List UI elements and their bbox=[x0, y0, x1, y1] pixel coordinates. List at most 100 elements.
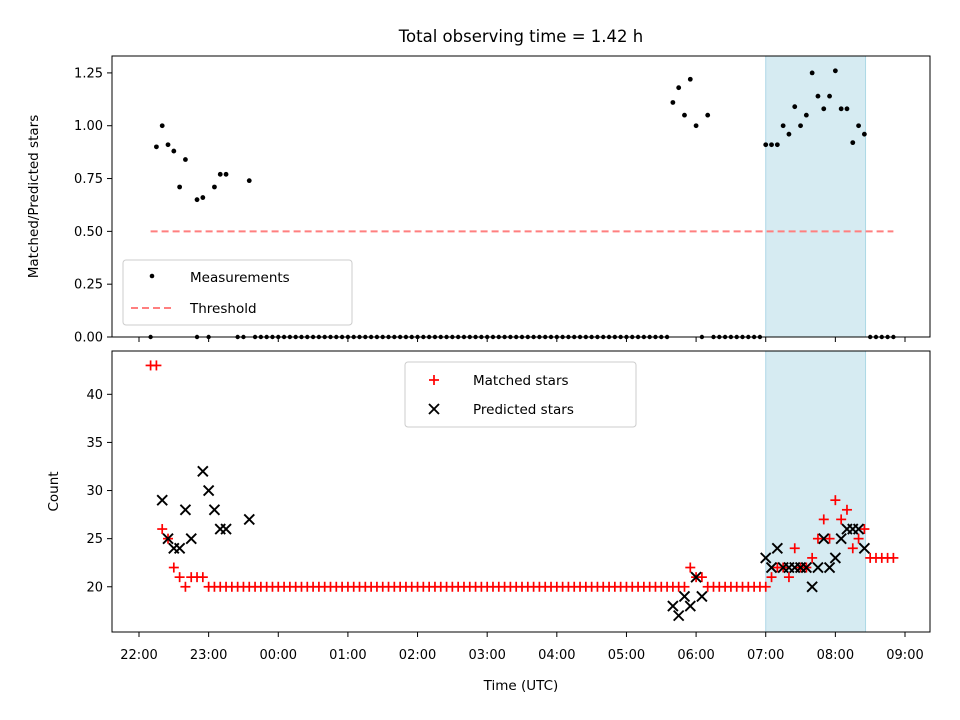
predicted-star-point bbox=[812, 561, 824, 574]
cross-b bbox=[173, 542, 186, 554]
cross-b bbox=[202, 484, 215, 497]
cross-b bbox=[858, 542, 871, 554]
measurement-point bbox=[693, 123, 699, 129]
matched-star-point bbox=[766, 572, 777, 583]
matched-star-point bbox=[679, 581, 690, 592]
predicted-star-point bbox=[771, 542, 784, 554]
x-tick-label: 01:00 bbox=[329, 648, 366, 663]
chart-title: Total observing time = 1.42 h bbox=[398, 27, 643, 46]
x-tick-label: 23:00 bbox=[190, 648, 227, 663]
matched-star-point bbox=[847, 543, 858, 554]
measurement-points bbox=[154, 68, 867, 203]
predicted-star-point bbox=[173, 542, 186, 554]
matched-star-point bbox=[888, 552, 899, 563]
cross-b bbox=[829, 552, 842, 564]
legend-predicted-label: Predicted stars bbox=[473, 402, 574, 418]
predicted-star-point bbox=[162, 532, 174, 545]
cross-b bbox=[220, 523, 232, 535]
matched-star-point bbox=[818, 514, 829, 525]
measurement-point bbox=[676, 85, 682, 91]
cross-b bbox=[760, 552, 772, 564]
matched-star-point bbox=[754, 581, 765, 592]
x-tick-label: 04:00 bbox=[538, 648, 575, 663]
top-y-tick-label: 0.75 bbox=[74, 172, 103, 187]
measurement-point bbox=[246, 178, 252, 184]
predicted-star-point bbox=[678, 590, 691, 603]
legend-measurements-marker bbox=[149, 273, 155, 279]
top-highlight-span bbox=[765, 55, 867, 338]
measurement-point bbox=[827, 93, 832, 99]
measurement-point bbox=[786, 131, 792, 137]
matched-star-point bbox=[696, 572, 707, 583]
cross-b bbox=[818, 532, 830, 545]
measurement-point bbox=[792, 104, 798, 110]
measurement-point bbox=[815, 93, 821, 99]
bottom-legend-box bbox=[404, 361, 637, 428]
top-y-ticks: 0.00 0.25 0.50 0.75 1.00 1.25 bbox=[74, 66, 112, 346]
cross-b bbox=[197, 465, 209, 477]
matched-star-point bbox=[157, 524, 168, 535]
predicted-star-point bbox=[835, 532, 847, 545]
matched-star-point bbox=[830, 495, 841, 506]
measurement-point bbox=[200, 195, 206, 200]
top-y-tick-label: 1.00 bbox=[74, 119, 103, 134]
matched-star-point bbox=[807, 552, 818, 563]
matched-star-point bbox=[859, 524, 870, 535]
measurement-point bbox=[217, 171, 223, 177]
measurement-point bbox=[687, 76, 693, 82]
measurement-point bbox=[850, 140, 856, 146]
measurement-point bbox=[832, 68, 838, 74]
x-tick-label: 09:00 bbox=[886, 648, 923, 663]
predicted-star-point bbox=[197, 465, 209, 477]
cross-b bbox=[835, 532, 847, 545]
predicted-star-point bbox=[208, 504, 221, 516]
x-axis-label: Time (UTC) bbox=[483, 678, 559, 694]
top-legend-box bbox=[122, 259, 353, 326]
cross-b bbox=[771, 542, 784, 554]
measurement-point bbox=[183, 157, 188, 162]
legend-plus bbox=[429, 375, 439, 385]
measurement-point bbox=[154, 144, 159, 150]
matched-star-point bbox=[174, 572, 185, 583]
matched-star-point bbox=[197, 572, 208, 583]
x-tick-label: 08:00 bbox=[817, 648, 854, 663]
measurement-point bbox=[682, 112, 687, 118]
predicted-star-point bbox=[806, 581, 818, 593]
predicted-star-point bbox=[179, 504, 192, 516]
predicted-star-point bbox=[243, 513, 255, 526]
cross-b bbox=[667, 600, 679, 612]
measurement-point bbox=[194, 197, 200, 203]
cross-b bbox=[696, 590, 708, 603]
top-y-tick-label: 1.25 bbox=[74, 66, 103, 81]
bottom-x-ticks: 22:00 23:00 00:00 01:00 02:00 03:00 04:00 05:00… bbox=[120, 632, 924, 663]
bottom-axes-frame bbox=[111, 350, 931, 633]
measurement-point bbox=[165, 142, 171, 148]
cross-b bbox=[823, 561, 836, 574]
legend-cross bbox=[428, 403, 440, 415]
matched-star-point bbox=[812, 533, 823, 544]
bottom-axes: 20 25 30 35 40 22:00 23:00 00:00 01:00 02:00 03:0… bbox=[46, 350, 931, 694]
predicted-star-point bbox=[667, 600, 679, 612]
matched-star-point bbox=[783, 572, 794, 583]
legend-matched-label: Matched stars bbox=[473, 373, 569, 389]
predicted-star-point bbox=[696, 590, 708, 603]
predicted-star-point bbox=[852, 523, 865, 535]
measurement-point bbox=[705, 112, 711, 118]
measurement-point bbox=[809, 70, 815, 76]
cross-b bbox=[806, 581, 818, 593]
top-axes: 0.00 0.25 0.50 0.75 1.00 1.25 Matched/Predict… bbox=[26, 55, 931, 346]
measurement-point bbox=[171, 148, 177, 154]
predicted-star-point bbox=[673, 609, 685, 622]
top-legend: Measurements Threshold bbox=[122, 259, 353, 326]
top-y-tick-label: 0.00 bbox=[74, 331, 103, 346]
measurement-point bbox=[763, 142, 769, 148]
x-tick-label: 00:00 bbox=[260, 648, 297, 663]
cross-b bbox=[684, 600, 696, 612]
top-y-tick-label: 0.25 bbox=[74, 278, 103, 293]
matched-star-point bbox=[180, 581, 191, 592]
matched-star-point bbox=[841, 504, 852, 515]
predicted-star-point bbox=[818, 532, 830, 545]
bottom-y-tick-label: 20 bbox=[86, 580, 103, 595]
measurement-point bbox=[774, 142, 780, 148]
